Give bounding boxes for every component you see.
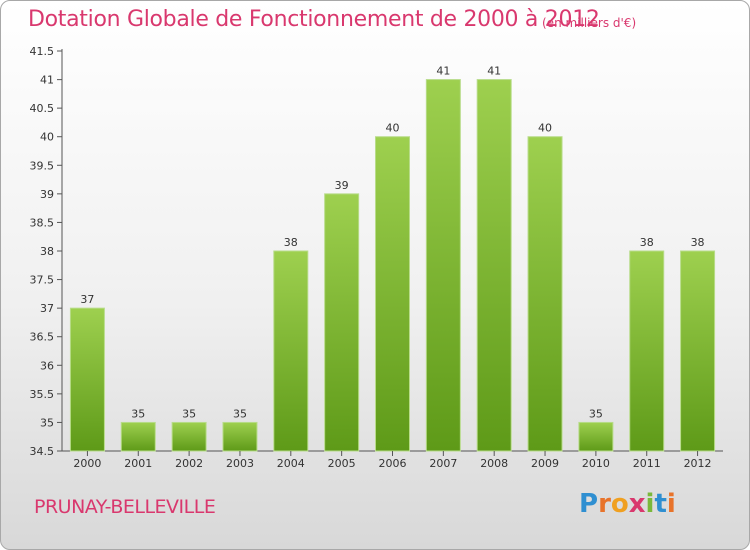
bar [629, 250, 665, 452]
data-label: 38 [640, 236, 654, 249]
y-tick-label: 41 [40, 74, 54, 87]
x-tick: 2006 [379, 451, 407, 470]
x-tick-label: 2006 [379, 457, 407, 470]
bar [273, 250, 309, 452]
y-tick: 37.5 [30, 274, 62, 287]
bar [222, 421, 258, 452]
y-tick-label: 39 [40, 188, 54, 201]
x-tick: 2012 [684, 451, 712, 470]
y-tick: 37 [40, 302, 62, 315]
x-tick: 2010 [582, 451, 610, 470]
bar [69, 307, 105, 452]
x-tick: 2007 [429, 451, 457, 470]
x-tick: 2002 [175, 451, 203, 470]
y-tick-label: 35 [40, 416, 54, 429]
data-label: 37 [80, 293, 94, 306]
y-tick-label: 38.5 [30, 216, 55, 229]
y-tick-label: 34.5 [30, 445, 55, 458]
bar [578, 421, 614, 452]
bar [324, 193, 360, 452]
logo-letter: r [598, 489, 611, 519]
data-label: 39 [335, 179, 349, 192]
y-tick: 34.5 [30, 445, 62, 458]
y-tick-label: 41.5 [30, 45, 55, 58]
x-tick-label: 2000 [73, 457, 101, 470]
y-tick-label: 40 [40, 131, 54, 144]
y-tick: 36.5 [30, 331, 62, 344]
y-tick-label: 39.5 [30, 159, 55, 172]
bar [425, 79, 461, 452]
y-tick: 36 [40, 359, 62, 372]
data-label: 41 [436, 65, 450, 78]
y-tick-label: 37.5 [30, 274, 55, 287]
x-tick: 2008 [480, 451, 508, 470]
y-tick-label: 37 [40, 302, 54, 315]
bar [476, 79, 512, 452]
y-tick: 38.5 [30, 216, 62, 229]
y-tick: 35.5 [30, 388, 62, 401]
data-label: 41 [487, 65, 501, 78]
data-label: 40 [386, 122, 400, 135]
logo-letter: x [628, 489, 646, 519]
logo-letter: t [654, 489, 667, 519]
y-tick: 40.5 [30, 102, 62, 115]
x-tick-label: 2005 [328, 457, 356, 470]
x-tick-label: 2002 [175, 457, 203, 470]
y-tick: 41.5 [30, 45, 62, 58]
proxiti-logo[interactable]: Proxiti [579, 489, 676, 519]
commune-name: PRUNAY-BELLEVILLE [34, 496, 216, 518]
x-tick: 2001 [124, 451, 152, 470]
x-tick-label: 2001 [124, 457, 152, 470]
logo-letter: i [666, 489, 676, 519]
data-label: 35 [131, 407, 145, 420]
data-label: 40 [538, 122, 552, 135]
x-tick: 2009 [531, 451, 559, 470]
y-tick-label: 35.5 [30, 388, 55, 401]
data-label: 35 [589, 407, 603, 420]
x-tick: 2004 [277, 451, 305, 470]
x-tick-label: 2007 [429, 457, 457, 470]
data-label: 35 [182, 407, 196, 420]
x-tick-label: 2012 [684, 457, 712, 470]
logo-letter: o [610, 489, 629, 519]
x-tick-label: 2010 [582, 457, 610, 470]
x-tick: 2000 [73, 451, 101, 470]
y-tick: 35 [40, 416, 62, 429]
x-tick-label: 2008 [480, 457, 508, 470]
x-tick: 2011 [633, 451, 661, 470]
x-tick-label: 2004 [277, 457, 305, 470]
bar [171, 421, 207, 452]
y-tick: 40 [40, 131, 62, 144]
y-tick-label: 36 [40, 359, 54, 372]
y-tick-label: 36.5 [30, 331, 55, 344]
data-label: 38 [284, 236, 298, 249]
x-tick-label: 2009 [531, 457, 559, 470]
y-tick: 39.5 [30, 159, 62, 172]
bar [375, 136, 410, 452]
bar [120, 421, 156, 452]
y-tick-label: 38 [40, 245, 54, 258]
unit-label: (en milliers d'€) [542, 16, 637, 30]
x-tick: 2003 [226, 451, 254, 470]
x-tick-label: 2011 [633, 457, 661, 470]
bar [680, 250, 716, 452]
y-tick-label: 40.5 [30, 102, 55, 115]
y-tick: 41 [40, 74, 62, 87]
logo-letter: P [579, 489, 599, 519]
x-tick: 2005 [328, 451, 356, 470]
y-tick: 39 [40, 188, 62, 201]
y-tick: 38 [40, 245, 62, 258]
x-tick-label: 2003 [226, 457, 254, 470]
data-label: 35 [233, 407, 247, 420]
chart-title: Dotation Globale de Fonctionnement de 20… [28, 7, 600, 32]
data-label: 38 [691, 236, 705, 249]
bar [527, 136, 563, 452]
logo-letter: i [645, 489, 655, 519]
